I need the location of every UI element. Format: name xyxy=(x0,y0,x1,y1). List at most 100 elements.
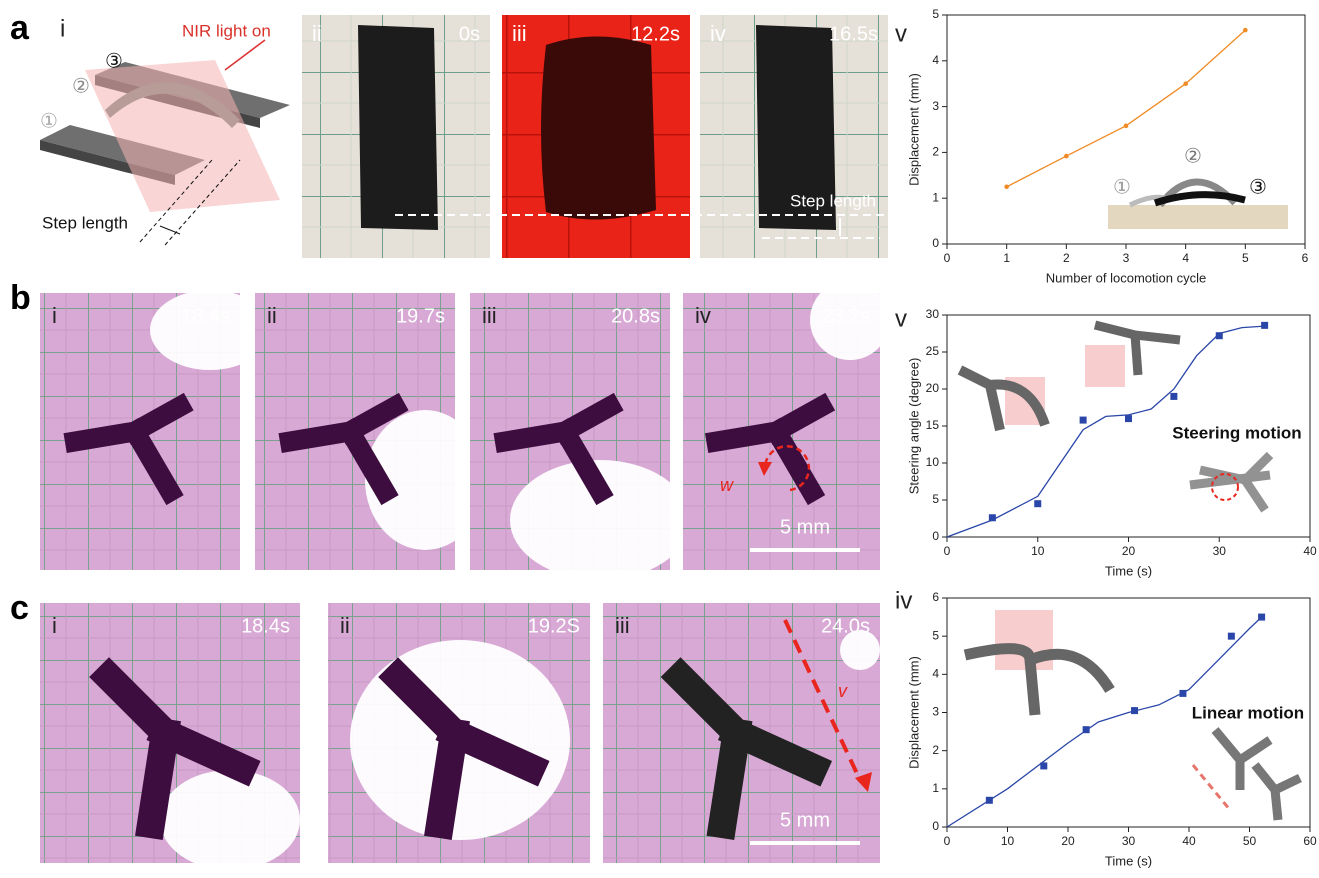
light-spot xyxy=(160,770,300,870)
y-tick-label: 30 xyxy=(926,307,940,321)
annotation: ① xyxy=(1113,176,1131,198)
y-tick-label: 10 xyxy=(926,455,940,469)
motion-label: w xyxy=(720,475,734,495)
y-tick-label: 2 xyxy=(932,145,939,159)
annotation: Linear motion xyxy=(1192,703,1304,722)
photo-time: 23.2s xyxy=(821,305,870,327)
y-axis-label: Steering angle (degree) xyxy=(906,358,921,495)
photo-time: 19.7s xyxy=(396,305,445,327)
photo-numeral: iii xyxy=(482,303,497,328)
data-point xyxy=(1004,184,1009,189)
x-tick-label: 0 xyxy=(944,251,951,265)
y-tick-label: 1 xyxy=(932,781,939,795)
state-label: ② xyxy=(72,75,90,97)
photo-numeral: ii xyxy=(312,21,322,46)
x-tick-label: 0 xyxy=(944,834,951,848)
inset-arrow xyxy=(1193,765,1230,810)
arrow xyxy=(160,226,180,234)
callout-line xyxy=(225,40,265,70)
x-tick-label: 6 xyxy=(1302,251,1309,265)
data-point xyxy=(1228,633,1235,640)
x-tick-label: 40 xyxy=(1303,544,1317,558)
x-tick-label: 40 xyxy=(1182,834,1196,848)
panel-label: c xyxy=(10,589,29,627)
x-tick-label: 20 xyxy=(1122,544,1136,558)
y-axis-label: Displacement (mm) xyxy=(906,73,921,186)
x-tick-label: 0 xyxy=(944,544,951,558)
data-point xyxy=(1064,154,1069,159)
x-tick-label: 10 xyxy=(1031,544,1045,558)
data-point xyxy=(1243,28,1248,33)
state-label: ③ xyxy=(105,50,123,72)
figure: aiNIR light on①②③Step lengthii0siii12.2s… xyxy=(0,0,1319,878)
x-tick-label: 30 xyxy=(1213,544,1227,558)
photo-numeral: ii xyxy=(267,303,277,328)
x-tick-label: 1 xyxy=(1003,251,1010,265)
panel-numeral: iv xyxy=(895,587,912,614)
x-tick-label: 4 xyxy=(1182,251,1189,265)
photo-time: 16.5s xyxy=(829,23,878,45)
photo-numeral: ii xyxy=(340,613,350,638)
panel-label: b xyxy=(10,279,31,317)
y-tick-label: 5 xyxy=(932,628,939,642)
robot-leg xyxy=(440,733,454,824)
series-line xyxy=(1007,30,1246,187)
photo-numeral: i xyxy=(52,303,57,328)
annotation: ② xyxy=(1184,145,1202,167)
data-point xyxy=(1170,393,1177,400)
data-point xyxy=(1034,500,1041,507)
inset-robot xyxy=(1190,455,1270,510)
y-tick-label: 4 xyxy=(932,667,939,681)
photo-time: 19.2S xyxy=(528,615,580,637)
y-tick-label: 5 xyxy=(932,492,939,506)
y-tick-label: 0 xyxy=(932,819,939,833)
y-tick-label: 20 xyxy=(926,381,940,395)
photo-numeral: iii xyxy=(615,613,630,638)
panel-numeral: v xyxy=(895,20,907,47)
photo-time: 24.0s xyxy=(821,615,870,637)
y-tick-label: 1 xyxy=(932,190,939,204)
data-point xyxy=(1124,124,1129,129)
y-tick-label: 5 xyxy=(932,7,939,21)
scale-label: 5 mm xyxy=(780,516,830,538)
x-tick-label: 60 xyxy=(1303,834,1317,848)
x-tick-label: 50 xyxy=(1243,834,1257,848)
data-point xyxy=(1125,415,1132,422)
photo-time: 18.4s xyxy=(181,305,230,327)
scale-label: 5 mm xyxy=(780,809,830,831)
step-label: Step length xyxy=(790,191,876,210)
film-photo xyxy=(358,25,438,230)
panel-numeral: v xyxy=(895,305,907,332)
photo-numeral: iv xyxy=(710,21,726,46)
y-axis-label: Displacement (mm) xyxy=(906,656,921,769)
light-spot xyxy=(150,290,270,370)
y-tick-label: 4 xyxy=(932,53,939,67)
callout: NIR light on xyxy=(182,21,271,40)
y-tick-label: 0 xyxy=(932,236,939,250)
x-axis-label: Number of locomotion cycle xyxy=(1046,270,1206,285)
y-tick-label: 3 xyxy=(932,99,939,113)
robot-leg xyxy=(723,733,737,824)
y-tick-label: 25 xyxy=(926,344,940,358)
photo-numeral: iii xyxy=(512,21,527,46)
x-tick-label: 30 xyxy=(1122,834,1136,848)
data-point xyxy=(1080,417,1087,424)
panel-label: a xyxy=(10,9,30,47)
panel-numeral: i xyxy=(60,15,65,42)
step-label: Step length xyxy=(42,213,128,232)
photo-time: 18.4s xyxy=(241,615,290,637)
y-tick-label: 6 xyxy=(932,590,939,604)
x-tick-label: 2 xyxy=(1063,251,1070,265)
light-sheet xyxy=(85,60,280,212)
photo-time: 0s xyxy=(459,23,480,45)
state-label: ① xyxy=(40,110,58,132)
x-tick-label: 20 xyxy=(1061,834,1075,848)
y-tick-label: 3 xyxy=(932,705,939,719)
motion-label: v xyxy=(838,681,848,701)
data-point xyxy=(1261,322,1268,329)
robot-leg xyxy=(151,733,165,824)
x-axis-label: Time (s) xyxy=(1105,563,1152,578)
x-tick-label: 10 xyxy=(1001,834,1015,848)
data-point xyxy=(1183,81,1188,86)
inset-substrate xyxy=(1108,205,1288,229)
